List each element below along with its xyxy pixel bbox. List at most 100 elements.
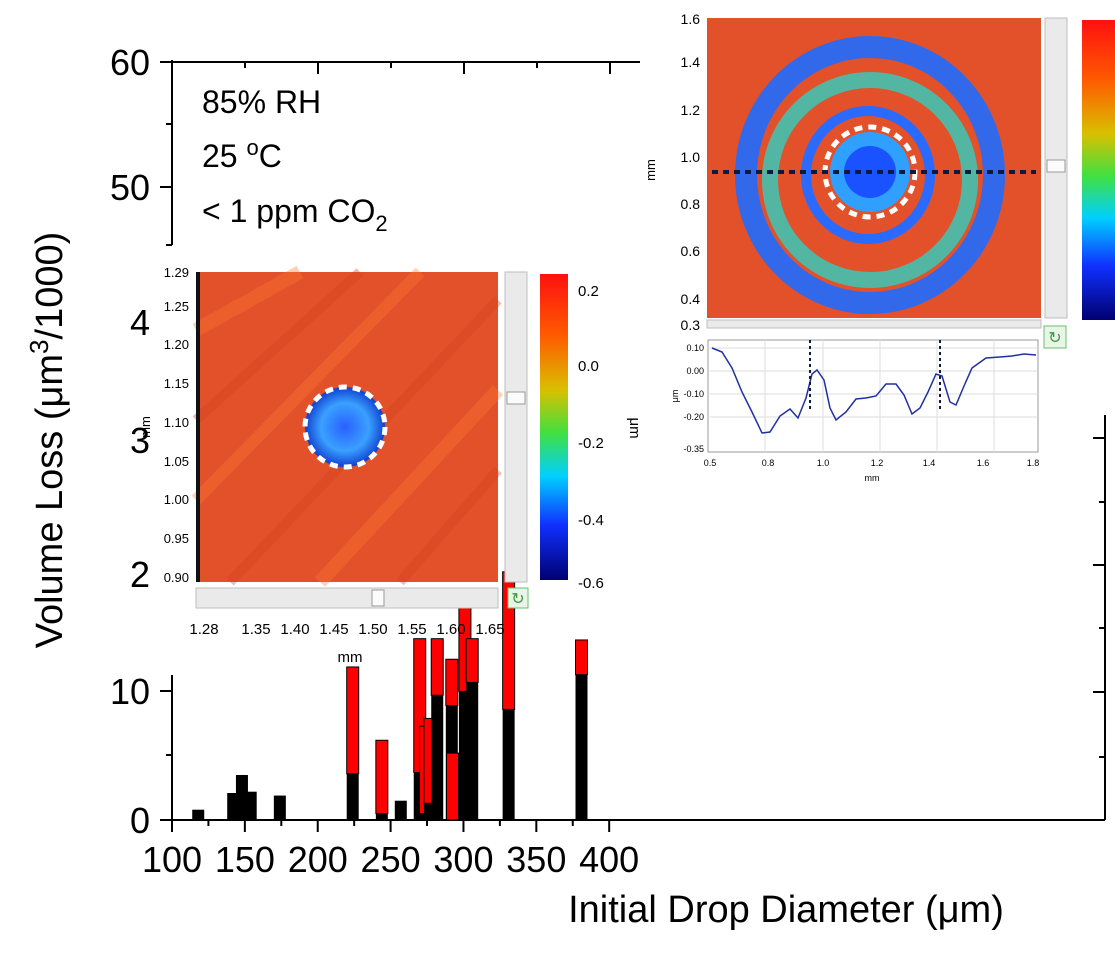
- bar-segment-black: [502, 709, 515, 820]
- svg-text:0.00: 0.00: [686, 366, 704, 376]
- bar-segment-black: [431, 695, 444, 820]
- inset-left-colorbar: [540, 274, 568, 580]
- y-tick-label: 3: [130, 420, 150, 461]
- svg-text:1.65: 1.65: [475, 621, 504, 638]
- inset-right-refresh-icon[interactable]: [1043, 325, 1067, 349]
- x-axis-ticks: 100 150 200 250 300 350 400: [142, 820, 639, 880]
- svg-text:1.6: 1.6: [681, 11, 701, 27]
- svg-text:1.35: 1.35: [241, 621, 270, 638]
- svg-text:1.15: 1.15: [164, 376, 189, 391]
- profile-x-ticks: 0.5 0.8 1.0 1.2 1.4 1.6 1.8: [704, 458, 1040, 468]
- svg-text:1.45: 1.45: [319, 621, 348, 638]
- x-tick-label: 400: [579, 839, 639, 880]
- bar-segment-red: [375, 739, 389, 815]
- inset-left-x-unit: mm: [338, 649, 363, 666]
- svg-text:1.60: 1.60: [436, 621, 465, 638]
- y-tick-label: 2: [130, 554, 150, 595]
- x-tick-label: 250: [361, 839, 421, 880]
- inset-left-y-unit: mm: [138, 416, 153, 438]
- inset-left-drop-spot: [305, 387, 385, 467]
- colorbar-tick-label: -0.4: [578, 512, 604, 529]
- bar-segment-red: [346, 666, 360, 775]
- svg-text:1.0: 1.0: [681, 149, 701, 165]
- svg-text:1.4: 1.4: [681, 54, 701, 70]
- bar-segment-red: [446, 752, 460, 821]
- bar-segment-black: [375, 813, 388, 820]
- inset-right-refresh-glyph: ↻: [1048, 330, 1061, 347]
- y-axis-tick-marks: [160, 61, 1105, 821]
- svg-text:1.00: 1.00: [164, 492, 189, 507]
- inset-left-horizontal-scrollbar[interactable]: [195, 587, 499, 609]
- x-tick-label: 100: [142, 839, 202, 880]
- bar-segment-black: [273, 795, 286, 820]
- y-axis-label: Volume Loss (μm3/1000): [24, 232, 71, 649]
- inset-left-refresh-glyph: ↻: [511, 591, 524, 608]
- svg-text:1.10: 1.10: [164, 415, 189, 430]
- svg-text:0.90: 0.90: [164, 570, 189, 585]
- inset-left-y-ticks: 1.29 1.25 1.20 1.15 1.10 1.05 1.00 0.95 …: [164, 265, 189, 585]
- inset-left-colorbar-unit: μm: [626, 417, 643, 438]
- bar-segment-black: [466, 682, 479, 820]
- svg-text:1.0: 1.0: [817, 458, 830, 468]
- svg-text:0.8: 0.8: [681, 196, 701, 212]
- inset-right-colorbar: [1082, 20, 1115, 320]
- bar-segment-red: [465, 638, 479, 683]
- main-axes: [171, 60, 1106, 821]
- inset-right-inner-ring: [801, 106, 935, 244]
- profile-y-ticks: 0.10 0.00 -0.10 -0.20 -0.35: [683, 343, 704, 454]
- x-axis-label: Initial Drop Diameter (μm): [568, 889, 1004, 931]
- svg-text:-0.10: -0.10: [683, 389, 704, 399]
- inset-right-y-unit: mm: [643, 159, 658, 181]
- svg-text:0.5: 0.5: [704, 458, 717, 468]
- colorbar-tick-label: -0.2: [578, 435, 604, 452]
- bar-segment-black: [244, 791, 257, 820]
- profile-y-unit: μm: [670, 390, 680, 403]
- inset-left-vertical-scrollbar[interactable]: [504, 271, 528, 583]
- svg-text:0.8: 0.8: [762, 458, 775, 468]
- svg-text:1.05: 1.05: [164, 454, 189, 469]
- svg-text:1.28: 1.28: [189, 621, 218, 638]
- svg-text:1.2: 1.2: [871, 458, 884, 468]
- svg-text:1.2: 1.2: [681, 102, 701, 118]
- svg-text:1.25: 1.25: [164, 299, 189, 314]
- x-tick-label: 150: [215, 839, 275, 880]
- inset-left-vertical-scroll-thumb[interactable]: [506, 391, 526, 405]
- colorbar-tick-label: 0.0: [578, 358, 599, 375]
- inset-right-profilometry: ↻ 1.6 1.4 1.2 1.0 0.8 0.6 0.4 0.3 mm: [643, 11, 1115, 349]
- inset-right-horizontal-scrollbar[interactable]: [706, 319, 1042, 329]
- svg-text:0.95: 0.95: [164, 531, 189, 546]
- inset-right-y-ticks: 1.6 1.4 1.2 1.0 0.8 0.6 0.4 0.3: [681, 11, 701, 333]
- inset-left-drop-outline: [302, 384, 388, 470]
- inset-profile-plot: 0.10 0.00 -0.10 -0.20 -0.35 μm 0.5 0.8 1…: [670, 339, 1040, 483]
- colorbar-tick-label: 0.2: [578, 283, 599, 300]
- svg-text:1.29: 1.29: [164, 265, 189, 280]
- inset-left-x-ticks: 1.28 1.35 1.40 1.45 1.50 1.55 1.60 1.65: [189, 621, 504, 638]
- inset-right-vertical-scroll-thumb[interactable]: [1046, 159, 1066, 173]
- svg-text:0.10: 0.10: [686, 343, 704, 353]
- condition-rh: 85% RH: [202, 84, 321, 120]
- y-tick-label: 0: [130, 800, 150, 841]
- svg-text:0.4: 0.4: [681, 291, 701, 307]
- bar-segment-black: [575, 674, 588, 820]
- bar-segment-red: [445, 658, 459, 707]
- bar-segment-red: [575, 639, 589, 676]
- svg-text:-0.35: -0.35: [683, 444, 704, 454]
- inset-right-outer-ring: [735, 36, 1005, 314]
- inset-left-horizontal-scroll-thumb[interactable]: [371, 589, 385, 607]
- conditions-annotation: 85% RH 25 oC < 1 ppm CO2: [202, 84, 388, 236]
- bar-series: [192, 571, 589, 821]
- x-tick-label: 350: [506, 839, 566, 880]
- y-tick-label: 4: [130, 302, 150, 343]
- condition-co2: < 1 ppm CO2: [202, 193, 388, 236]
- condition-temperature: 25 oC: [202, 135, 282, 174]
- y-tick-label: 50: [110, 167, 150, 208]
- x-tick-label: 200: [288, 839, 348, 880]
- inset-left-profilometry: ↻ 0.2 0.0 -0.2 -0.4 -0.6 μm 1.29 1.25 1.…: [138, 265, 643, 666]
- bar-segment-black: [192, 809, 205, 820]
- inset-left-refresh-icon[interactable]: [507, 587, 529, 609]
- profile-x-unit: mm: [865, 473, 880, 483]
- svg-text:1.4: 1.4: [923, 458, 936, 468]
- svg-text:1.50: 1.50: [358, 621, 387, 638]
- svg-text:-0.20: -0.20: [683, 412, 704, 422]
